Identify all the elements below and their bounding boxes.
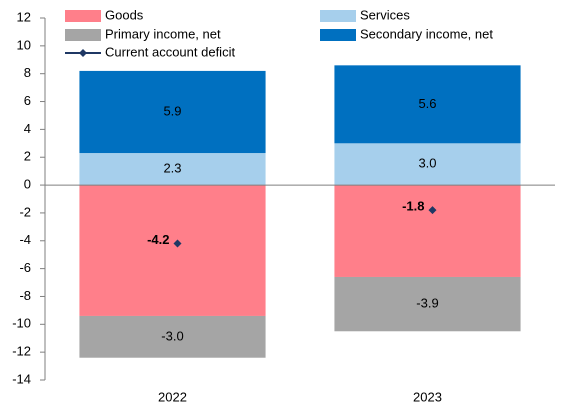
data-label: -4.2 — [147, 232, 169, 247]
legend-label: Secondary income, net — [360, 26, 493, 41]
legend-swatch — [320, 29, 356, 41]
x-tick-label: 2023 — [413, 389, 442, 404]
bar-segment — [334, 276, 521, 332]
y-tick-label: 8 — [24, 65, 31, 80]
marker — [173, 239, 182, 248]
legend-swatch — [65, 10, 101, 22]
data-label: -1.8 — [402, 199, 424, 214]
y-tick-label: 2 — [24, 149, 31, 164]
y-tick-label: -8 — [19, 288, 31, 303]
y-tick-label: 0 — [24, 177, 31, 192]
bar-segment — [79, 315, 266, 358]
y-tick-label: 12 — [17, 9, 31, 24]
x-tick-label: 2022 — [158, 389, 187, 404]
bar-segment — [79, 185, 266, 316]
marker — [428, 206, 437, 215]
legend-label: Current account deficit — [105, 44, 235, 59]
bar-segment — [79, 153, 266, 186]
y-tick-label: -14 — [12, 371, 31, 386]
data-label: 2.3 — [163, 161, 181, 176]
y-tick-label: -2 — [19, 204, 31, 219]
bar-segment — [334, 143, 521, 186]
legend-swatch — [79, 49, 87, 57]
legend-swatch — [65, 29, 101, 41]
y-tick-label: -6 — [19, 260, 31, 275]
legend-label: Services — [360, 7, 410, 22]
bar-segment — [334, 185, 521, 277]
data-label: 5.6 — [418, 96, 436, 111]
data-label: -3.0 — [161, 328, 183, 343]
y-tick-label: -4 — [19, 232, 31, 247]
legend-label: Goods — [105, 7, 144, 22]
y-tick-label: -10 — [12, 316, 31, 331]
y-tick-label: 6 — [24, 93, 31, 108]
data-label: 3.0 — [418, 156, 436, 171]
legend-label: Primary income, net — [105, 26, 221, 41]
legend-swatch — [320, 10, 356, 22]
bar-segment — [334, 65, 521, 144]
y-tick-label: 10 — [17, 37, 31, 52]
y-tick-label: -12 — [12, 344, 31, 359]
y-tick-label: 4 — [24, 121, 31, 136]
data-label: -3.9 — [416, 296, 438, 311]
bar-segment — [79, 70, 266, 154]
data-label: 5.9 — [163, 103, 181, 118]
